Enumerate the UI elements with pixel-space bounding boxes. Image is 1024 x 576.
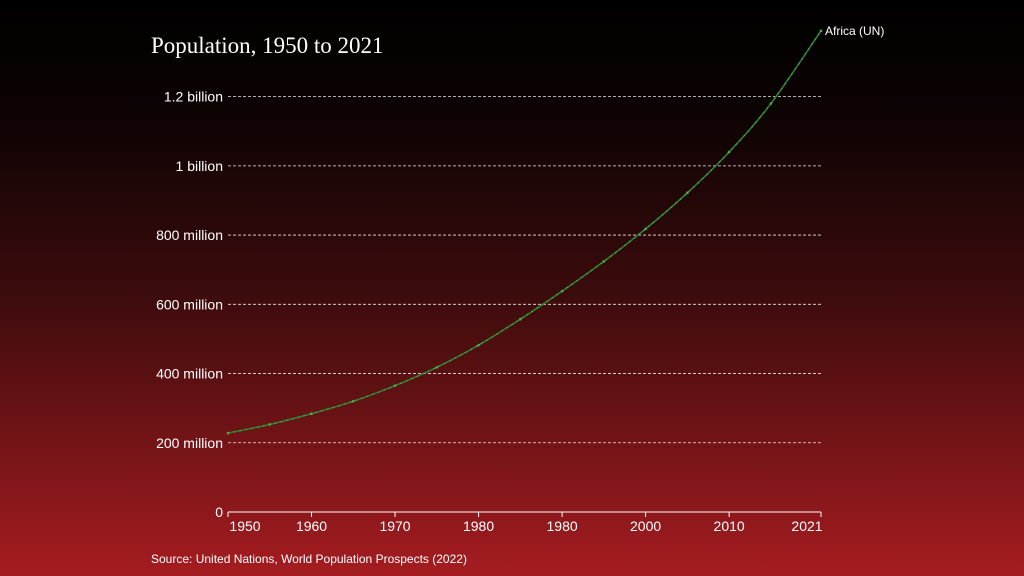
data-point xyxy=(268,423,272,426)
data-point xyxy=(686,191,689,195)
y-tick-label: 200 million xyxy=(156,435,223,451)
x-tick-label: 2000 xyxy=(630,518,661,534)
series-label: Africa (UN) xyxy=(825,24,884,38)
x-tick-label: 1980 xyxy=(547,518,578,534)
series-dots-0 xyxy=(227,30,822,434)
series-line-0 xyxy=(227,30,822,434)
x-tick-labels: 1950 1960 1970 1980 1980 2000 2010 2021 xyxy=(229,518,822,534)
data-point xyxy=(644,227,647,231)
y-tick-labels: 0 200 million 400 million 600 million 800 mi… xyxy=(156,89,223,520)
data-point xyxy=(519,317,522,321)
x-tick-label: 1980 xyxy=(463,518,494,534)
data-point xyxy=(477,343,480,347)
y-tick-label: 400 million xyxy=(156,366,223,382)
data-point xyxy=(435,366,439,369)
chart-title: Population, 1950 to 2021 xyxy=(151,33,384,58)
data-point xyxy=(226,431,230,435)
x-tick-label: 2010 xyxy=(714,518,745,534)
data-point xyxy=(602,260,606,263)
x-tick-label: 1970 xyxy=(379,518,410,534)
data-point xyxy=(769,102,773,105)
grid-lines xyxy=(228,96,821,444)
x-tick-label: 1950 xyxy=(229,518,260,534)
data-point xyxy=(560,289,564,293)
y-tick-label: 1 billion xyxy=(176,158,223,174)
source-note: Source: United Nations, World Population… xyxy=(151,552,467,566)
data-point xyxy=(819,29,823,33)
data-point xyxy=(351,399,355,403)
y-tick-label: 800 million xyxy=(156,227,223,243)
y-tick-label: 600 million xyxy=(156,296,223,312)
series-layer: Africa (UN) xyxy=(226,24,884,435)
x-tick-label: 1960 xyxy=(296,518,327,534)
data-point xyxy=(310,412,313,415)
y-tick-label: 1.2 billion xyxy=(164,89,223,105)
y-tick-label: 0 xyxy=(215,504,223,520)
x-axis xyxy=(227,511,822,517)
data-point xyxy=(727,150,731,154)
x-tick-label: 2021 xyxy=(791,518,822,534)
data-point xyxy=(393,384,397,387)
